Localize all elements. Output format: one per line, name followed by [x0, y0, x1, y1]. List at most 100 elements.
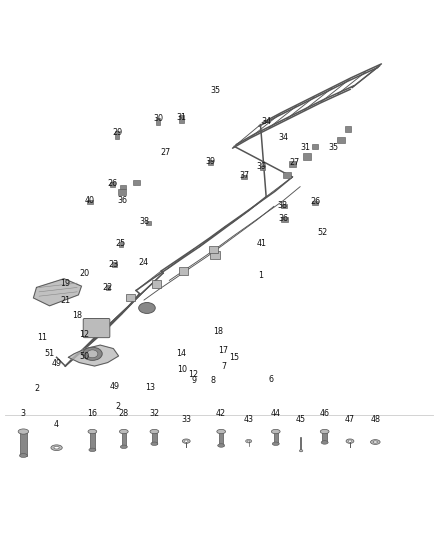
Text: 35: 35 — [328, 143, 339, 152]
Bar — [179, 268, 188, 275]
Bar — [120, 185, 126, 189]
Text: 34: 34 — [261, 117, 271, 126]
Text: 45: 45 — [296, 415, 306, 424]
Text: 26: 26 — [107, 179, 117, 188]
Ellipse shape — [19, 454, 27, 457]
Text: 8: 8 — [211, 376, 216, 385]
Text: 46: 46 — [320, 409, 330, 418]
Bar — [303, 154, 311, 159]
Text: 52: 52 — [318, 228, 328, 237]
Text: 21: 21 — [60, 296, 71, 305]
Text: 22: 22 — [102, 283, 113, 292]
Bar — [110, 182, 115, 187]
Bar — [90, 432, 95, 450]
Text: 34: 34 — [279, 133, 289, 142]
Text: 4: 4 — [54, 421, 59, 430]
Bar — [283, 172, 290, 178]
Text: 28: 28 — [119, 409, 129, 418]
Text: 15: 15 — [230, 353, 240, 362]
Text: 31: 31 — [300, 143, 311, 152]
Text: 16: 16 — [88, 409, 97, 418]
Ellipse shape — [246, 439, 252, 443]
Ellipse shape — [320, 430, 329, 434]
Bar — [112, 262, 117, 266]
Text: 35: 35 — [210, 86, 221, 95]
Text: 18: 18 — [72, 311, 82, 320]
Bar — [122, 433, 126, 447]
Ellipse shape — [247, 440, 250, 442]
Text: 2: 2 — [34, 384, 39, 393]
Polygon shape — [68, 345, 119, 366]
Bar — [312, 144, 318, 149]
Text: 2: 2 — [115, 402, 120, 411]
Text: 29: 29 — [113, 127, 123, 136]
Text: 7: 7 — [222, 362, 227, 372]
Bar — [289, 161, 296, 166]
Text: 13: 13 — [145, 383, 155, 392]
Ellipse shape — [371, 440, 380, 445]
Ellipse shape — [18, 429, 28, 434]
Text: 10: 10 — [177, 365, 187, 374]
Bar — [337, 137, 345, 143]
Text: 39: 39 — [257, 163, 267, 172]
Text: 31: 31 — [177, 112, 187, 122]
Bar — [87, 200, 93, 204]
Bar — [274, 432, 278, 444]
Ellipse shape — [139, 303, 155, 313]
Text: 33: 33 — [181, 415, 191, 424]
Text: 37: 37 — [239, 171, 249, 180]
Text: 41: 41 — [257, 239, 267, 248]
Bar — [282, 217, 288, 222]
Bar — [115, 131, 120, 139]
Bar — [20, 432, 27, 456]
Ellipse shape — [299, 450, 303, 452]
Ellipse shape — [321, 441, 328, 444]
Text: 47: 47 — [345, 415, 355, 424]
Text: 50: 50 — [79, 351, 90, 360]
Bar — [219, 432, 223, 446]
Text: 49: 49 — [52, 359, 62, 368]
Text: 27: 27 — [289, 158, 299, 167]
Text: 30: 30 — [154, 115, 164, 124]
Ellipse shape — [82, 348, 102, 360]
Bar — [118, 189, 126, 195]
Ellipse shape — [217, 430, 226, 434]
Polygon shape — [33, 279, 81, 306]
Text: 9: 9 — [191, 376, 197, 384]
Bar — [152, 433, 156, 444]
Text: 39: 39 — [205, 157, 215, 166]
Text: 38: 38 — [140, 217, 150, 227]
Text: 40: 40 — [85, 196, 95, 205]
Ellipse shape — [120, 430, 128, 434]
Text: 25: 25 — [116, 239, 126, 248]
Ellipse shape — [51, 445, 62, 450]
Ellipse shape — [150, 430, 159, 434]
Text: 19: 19 — [60, 279, 71, 288]
Ellipse shape — [89, 448, 96, 451]
Text: 6: 6 — [268, 375, 273, 384]
Ellipse shape — [54, 446, 59, 449]
Text: 42: 42 — [216, 409, 226, 418]
Bar — [152, 280, 161, 288]
Bar — [322, 432, 327, 442]
Bar — [126, 294, 135, 302]
Bar — [179, 116, 184, 123]
Ellipse shape — [182, 439, 190, 443]
Bar — [281, 204, 287, 208]
Bar — [156, 118, 160, 125]
Ellipse shape — [88, 430, 97, 434]
Text: 11: 11 — [38, 333, 48, 342]
Bar — [208, 160, 213, 165]
Text: 23: 23 — [108, 260, 118, 269]
Text: 26: 26 — [310, 197, 320, 206]
Ellipse shape — [184, 440, 188, 442]
Text: 17: 17 — [218, 346, 229, 356]
Text: 3: 3 — [21, 409, 26, 418]
Text: 36: 36 — [117, 196, 127, 205]
Bar — [208, 246, 218, 253]
Text: 24: 24 — [139, 257, 149, 266]
Ellipse shape — [87, 350, 98, 358]
Ellipse shape — [346, 439, 354, 443]
Ellipse shape — [120, 445, 127, 449]
Ellipse shape — [272, 430, 280, 434]
